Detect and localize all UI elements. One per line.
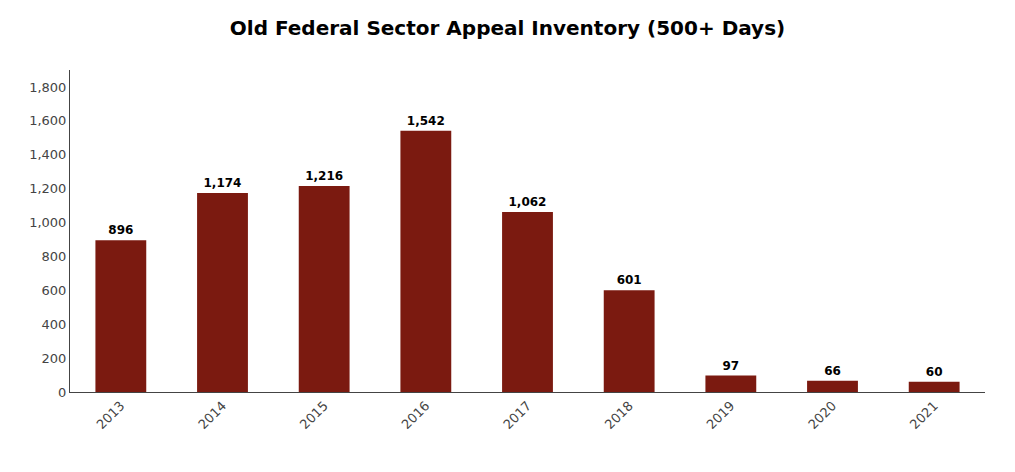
svg-text:60: 60 <box>926 365 943 379</box>
svg-text:1,062: 1,062 <box>509 195 547 209</box>
svg-text:600: 600 <box>42 283 67 298</box>
svg-text:1,542: 1,542 <box>407 114 445 128</box>
svg-text:200: 200 <box>42 351 67 366</box>
svg-text:1,200: 1,200 <box>29 181 66 196</box>
svg-text:2015: 2015 <box>297 398 331 432</box>
svg-text:2018: 2018 <box>602 398 636 432</box>
svg-text:97: 97 <box>722 359 739 373</box>
svg-text:2016: 2016 <box>399 398 433 432</box>
svg-text:1,216: 1,216 <box>305 169 343 183</box>
svg-text:Old Federal Sector Appeal Inve: Old Federal Sector Appeal Inventory (500… <box>230 16 785 40</box>
svg-text:896: 896 <box>108 223 133 237</box>
svg-text:2014: 2014 <box>195 398 229 432</box>
svg-text:2013: 2013 <box>94 398 128 432</box>
svg-text:1,174: 1,174 <box>204 176 242 190</box>
svg-text:400: 400 <box>42 317 67 332</box>
svg-text:1,800: 1,800 <box>29 80 66 95</box>
svg-text:1,400: 1,400 <box>29 147 66 162</box>
svg-text:2017: 2017 <box>500 398 534 432</box>
svg-text:1,000: 1,000 <box>29 215 66 230</box>
svg-text:2020: 2020 <box>805 398 839 432</box>
svg-text:0: 0 <box>58 385 66 400</box>
svg-text:2021: 2021 <box>907 398 941 432</box>
svg-text:66: 66 <box>824 364 841 378</box>
svg-text:1,600: 1,600 <box>29 113 66 128</box>
svg-text:601: 601 <box>617 273 642 287</box>
svg-text:2019: 2019 <box>704 398 738 432</box>
svg-text:800: 800 <box>42 249 67 264</box>
